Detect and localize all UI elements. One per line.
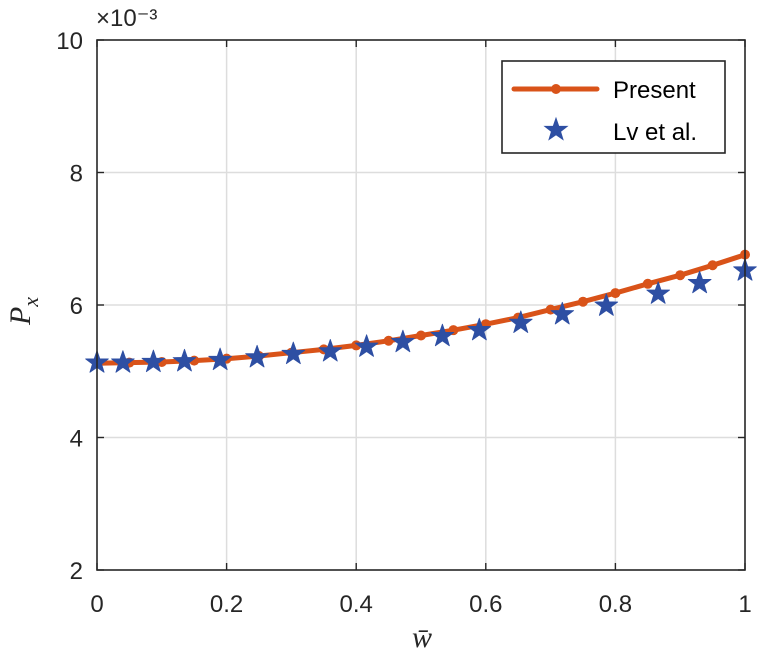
- lv-point: [646, 281, 670, 304]
- y-axis-label-subscript: x: [18, 297, 43, 308]
- y-tick-label: 4: [70, 426, 83, 453]
- lv-point: [390, 329, 415, 353]
- y-tick-label: 8: [70, 161, 83, 188]
- legend-box: [501, 60, 726, 154]
- x-axis-label: w̄: [412, 621, 432, 654]
- present-point: [642, 278, 653, 289]
- x-tick-label: 1: [738, 591, 751, 618]
- y-tick-labels: 2 4 6 8 10: [56, 28, 83, 585]
- legend-lv-marker: [543, 116, 569, 141]
- legend-present-marker: [551, 84, 561, 94]
- y-axis-exponent: ×10⁻³: [96, 5, 157, 32]
- legend: Present Lv et al.: [501, 60, 726, 154]
- present-point: [675, 270, 686, 281]
- lv-point: [594, 293, 619, 316]
- lv-point: [508, 310, 533, 334]
- lv-point: [208, 347, 232, 371]
- lv-point: [281, 341, 306, 365]
- legend-lv-label: Lv et al.: [613, 119, 697, 146]
- lv-point: [467, 317, 492, 341]
- lv-point: [354, 334, 379, 357]
- lv-point: [111, 350, 135, 373]
- present-point: [578, 296, 588, 307]
- x-tick-labels: 0 0.2 0.4 0.6 0.8 1: [90, 591, 751, 618]
- lv-point: [318, 338, 343, 362]
- axis-ticks: [96, 39, 746, 571]
- present-point: [610, 288, 621, 299]
- lv-point: [550, 301, 575, 325]
- y-tick-label: 10: [56, 28, 83, 55]
- present-point: [416, 330, 426, 341]
- lv-point: [141, 349, 166, 373]
- present-point: [383, 335, 394, 346]
- x-tick-label: 0.2: [210, 591, 243, 618]
- x-tick-label: 0.4: [340, 591, 373, 618]
- lv-point: [430, 323, 455, 347]
- present-point: [707, 260, 718, 271]
- lv-point: [172, 348, 197, 372]
- x-tick-label: 0.6: [469, 591, 502, 618]
- x-tick-label: 0: [90, 591, 103, 618]
- y-tick-label: 6: [70, 293, 83, 320]
- y-axis-label-main: P: [4, 307, 37, 326]
- y-axis-label: Px: [4, 297, 43, 326]
- legend-present-label: Present: [613, 77, 696, 104]
- y-tick-label: 2: [70, 558, 83, 585]
- lv-point: [687, 270, 712, 294]
- x-tick-label: 0.8: [599, 591, 632, 618]
- lv-point: [245, 344, 269, 368]
